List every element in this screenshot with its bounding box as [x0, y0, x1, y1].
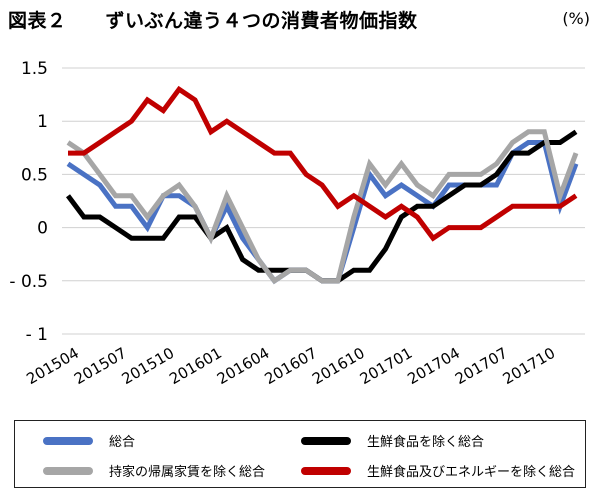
legend-swatch-core-core	[301, 466, 351, 475]
legend-item-ex-imputed-rent: 持家の帰属家賃を除く総合	[43, 461, 265, 480]
line-chart: 1.5 1 0.5 0 - 0.5 - 1201504201507201510201601…	[9, 59, 585, 388]
x-tick-label: 201604	[214, 344, 273, 388]
legend-label-sogo: 総合	[109, 435, 136, 450]
y-tick-label: 0.5	[21, 165, 48, 185]
legend-item-sogo: 総合	[43, 431, 135, 450]
x-tick-label: 201504	[23, 344, 82, 388]
legend-label-core: 生鮮食品を除く総合	[367, 435, 485, 450]
x-tick-label: 201707	[452, 344, 511, 388]
series-line-1	[65, 129, 578, 284]
series-line-3	[68, 85, 578, 242]
legend-swatch-core	[301, 436, 351, 445]
legend-item-core-core: 生鮮食品及びエネルギーを除く総合	[301, 461, 575, 480]
legend-swatch-sogo	[43, 436, 93, 445]
legend-swatch-ex-imputed-rent	[43, 466, 93, 475]
legend-label-ex-imputed-rent: 持家の帰属家賃を除く総合	[109, 465, 266, 480]
x-tick-label: 201607	[262, 344, 321, 388]
x-tick-label: 201710	[500, 344, 559, 388]
y-tick-label: 1	[37, 112, 48, 132]
x-tick-label: 201507	[71, 344, 130, 388]
legend: 総合 生鮮食品を除く総合 持家の帰属家賃を除く総合 生鮮食品及びエネルギーを除く…	[14, 420, 586, 488]
x-tick-label: 201704	[404, 344, 463, 388]
x-tick-label: 201510	[119, 344, 178, 388]
x-tick-label: 201601	[166, 344, 225, 388]
x-tick-label: 201701	[357, 344, 416, 388]
unit-label: (%)	[562, 9, 590, 28]
series-line-2	[66, 129, 579, 285]
y-tick-label: - 0.5	[9, 272, 48, 292]
y-tick-label: 0	[37, 219, 48, 239]
x-tick-label: 201610	[309, 344, 368, 388]
y-tick-label: 1.5	[21, 59, 48, 79]
legend-item-core: 生鮮食品を除く総合	[301, 431, 484, 450]
legend-label-core-core: 生鮮食品及びエネルギーを除く総合	[367, 465, 576, 480]
chart-title: 図表２ ずいぶん違う４つの消費者物価指数	[8, 10, 418, 32]
y-tick-label: - 1	[26, 325, 48, 345]
